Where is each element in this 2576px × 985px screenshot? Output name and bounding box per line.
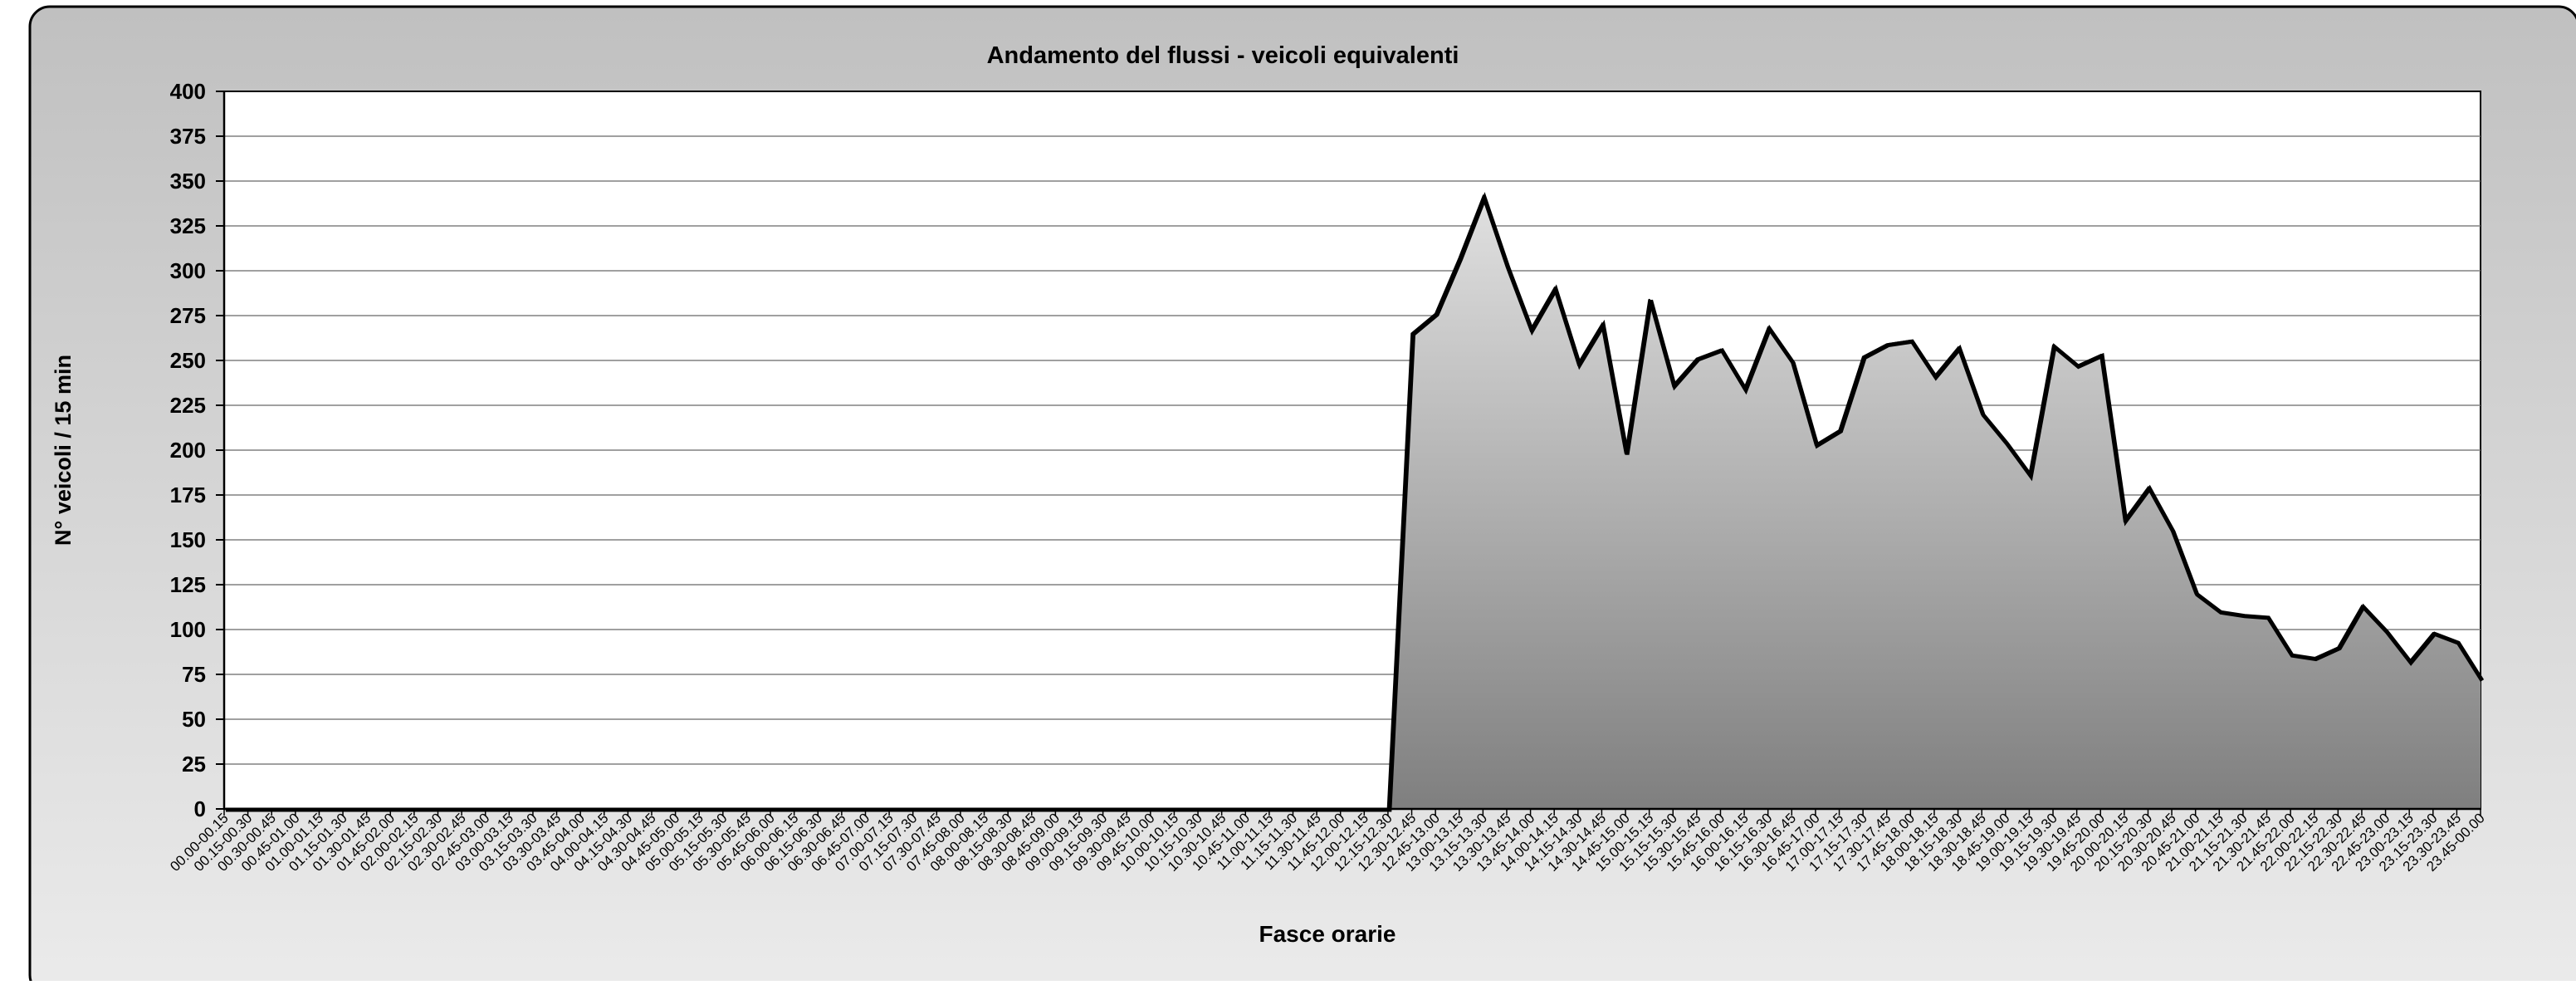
data-point xyxy=(1696,358,1698,360)
y-tick-label: 175 xyxy=(170,483,206,507)
data-point xyxy=(2480,679,2481,681)
y-tick-label: 25 xyxy=(182,752,206,777)
data-point xyxy=(2337,646,2339,649)
data-point xyxy=(2456,641,2458,643)
y-tick-label: 300 xyxy=(170,258,206,283)
data-point xyxy=(2408,661,2410,663)
data-point xyxy=(1435,313,1436,315)
data-point xyxy=(2218,610,2221,613)
data-point xyxy=(1577,363,1579,365)
y-tick-label: 200 xyxy=(170,438,206,463)
y-tick-label: 75 xyxy=(182,662,206,687)
data-point xyxy=(2361,605,2363,607)
data-point xyxy=(1553,287,1555,290)
data-point xyxy=(2194,593,2197,595)
data-point xyxy=(2266,616,2268,618)
data-point xyxy=(2075,365,2078,367)
data-point xyxy=(1410,332,1413,335)
data-point xyxy=(1767,327,1769,329)
y-tick-label: 150 xyxy=(170,527,206,552)
data-point xyxy=(2124,519,2125,522)
data-point xyxy=(2052,345,2054,347)
data-point xyxy=(2147,487,2149,489)
y-tick-label: 50 xyxy=(182,707,206,732)
data-point xyxy=(1791,361,1793,363)
data-point xyxy=(1529,329,1532,331)
chart-title: Andamento del flussi - veicoli equivalen… xyxy=(987,42,1459,69)
data-point xyxy=(1672,385,1674,387)
data-point xyxy=(1838,429,1840,432)
y-tick-label: 400 xyxy=(170,79,206,104)
data-point xyxy=(1506,266,1508,268)
data-point xyxy=(1719,349,1722,350)
data-point xyxy=(2384,630,2387,632)
data-point xyxy=(1862,355,1864,358)
y-tick-label: 325 xyxy=(170,213,206,238)
data-point xyxy=(2171,530,2173,532)
data-point xyxy=(2242,614,2244,616)
y-tick-label: 375 xyxy=(170,124,206,149)
data-point xyxy=(1601,324,1603,326)
data-point xyxy=(1648,298,1650,301)
data-point xyxy=(1458,257,1460,259)
data-point xyxy=(2028,474,2031,477)
data-point xyxy=(1625,453,1626,455)
data-point xyxy=(1815,443,1816,446)
data-point xyxy=(2290,654,2291,656)
y-tick-label: 250 xyxy=(170,348,206,373)
y-tick-label: 125 xyxy=(170,572,206,597)
data-point xyxy=(1743,388,1745,390)
data-point xyxy=(1885,343,1888,345)
data-point xyxy=(1957,347,1959,349)
x-axis-label: Fasce orarie xyxy=(1259,921,1396,947)
data-point xyxy=(1482,196,1484,198)
data-point xyxy=(2099,354,2102,356)
data-point xyxy=(2004,442,2007,444)
y-tick-label: 225 xyxy=(170,393,206,418)
data-point xyxy=(2313,657,2315,659)
data-point xyxy=(1933,375,1935,378)
y-tick-label: 0 xyxy=(194,796,206,821)
y-tick-label: 100 xyxy=(170,617,206,642)
data-point xyxy=(2432,632,2434,635)
data-point xyxy=(1909,340,1912,342)
y-axis-label: N° veicoli / 15 min xyxy=(51,355,76,546)
y-tick-label: 275 xyxy=(170,303,206,328)
y-tick-label: 350 xyxy=(170,169,206,194)
data-point xyxy=(1981,414,1982,415)
